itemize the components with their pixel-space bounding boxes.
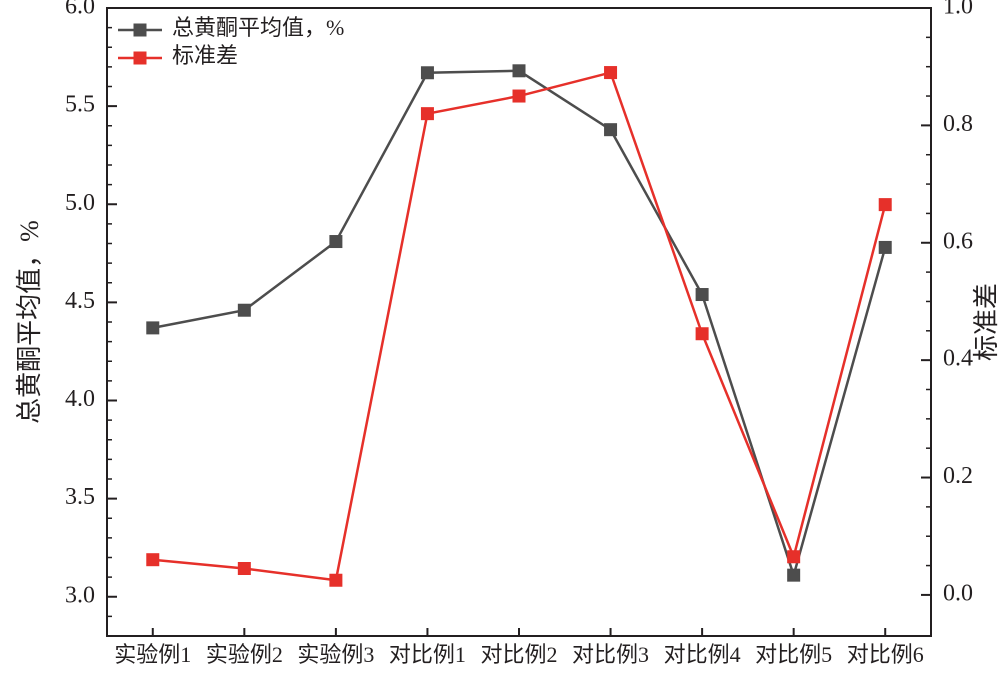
y-left-tick-label: 4.0 <box>65 386 95 412</box>
series-marker <box>788 551 800 563</box>
series-marker <box>696 328 708 340</box>
x-tick-label: 实验例2 <box>206 642 283 667</box>
y-left-tick-label: 4.5 <box>65 288 95 314</box>
y-left-tick-label: 5.5 <box>65 92 95 118</box>
series-marker <box>696 289 708 301</box>
chart-container: 3.0 3.5 4.0 4.5 5.0 5.5 6.0 总黄酮平均值，% 0.0 0.2 0.4 0.… <box>0 0 1000 682</box>
y-left-tick-label: 6.0 <box>65 0 95 20</box>
series-marker <box>330 574 342 586</box>
series-marker <box>238 304 250 316</box>
y-left-tick-label: 3.0 <box>65 582 95 608</box>
series-marker <box>605 124 617 136</box>
series-marker <box>513 90 525 102</box>
series-marker <box>421 108 433 120</box>
x-tick-label: 对比例2 <box>480 642 557 667</box>
y-left-axis-label: 总黄酮平均值，% <box>15 220 44 424</box>
x-tick-label: 对比例5 <box>755 642 832 667</box>
series-marker <box>147 554 159 566</box>
y-left-tick-label: 3.5 <box>65 484 95 510</box>
y-right-tick-label: 0.0 <box>943 580 973 606</box>
series-marker <box>147 322 159 334</box>
y-left-tick-label: 5.0 <box>65 190 95 216</box>
series-marker <box>605 67 617 79</box>
y-right-axis-label: 标准差 <box>972 283 1000 361</box>
y-right-tick-label: 0.2 <box>943 463 973 489</box>
x-tick-label: 实验例1 <box>114 642 191 667</box>
y-right-tick-label: 0.6 <box>943 228 973 254</box>
legend-label: 标准差 <box>172 43 238 68</box>
legend-marker <box>134 52 146 64</box>
series-marker <box>238 563 250 575</box>
y-right-tick-label: 1.0 <box>943 0 973 20</box>
x-tick-label: 对比例6 <box>847 642 924 667</box>
dual-axis-line-chart: 3.0 3.5 4.0 4.5 5.0 5.5 6.0 总黄酮平均值，% 0.0 0.2 0.4 0.… <box>0 0 1000 682</box>
x-tick-label: 实验例3 <box>297 642 374 667</box>
series-marker <box>513 65 525 77</box>
series-marker <box>879 241 891 253</box>
series-marker <box>330 236 342 248</box>
x-tick-label: 对比例4 <box>664 642 741 667</box>
y-right-tick-label: 0.4 <box>943 346 973 372</box>
x-tick-label: 对比例3 <box>572 642 649 667</box>
series-marker <box>879 199 891 211</box>
legend-marker <box>134 24 146 36</box>
legend-label: 总黄酮平均值，% <box>172 15 344 40</box>
x-tick-label: 对比例1 <box>389 642 466 667</box>
series-marker <box>421 67 433 79</box>
series-marker <box>788 569 800 581</box>
y-right-tick-label: 0.8 <box>943 111 973 137</box>
